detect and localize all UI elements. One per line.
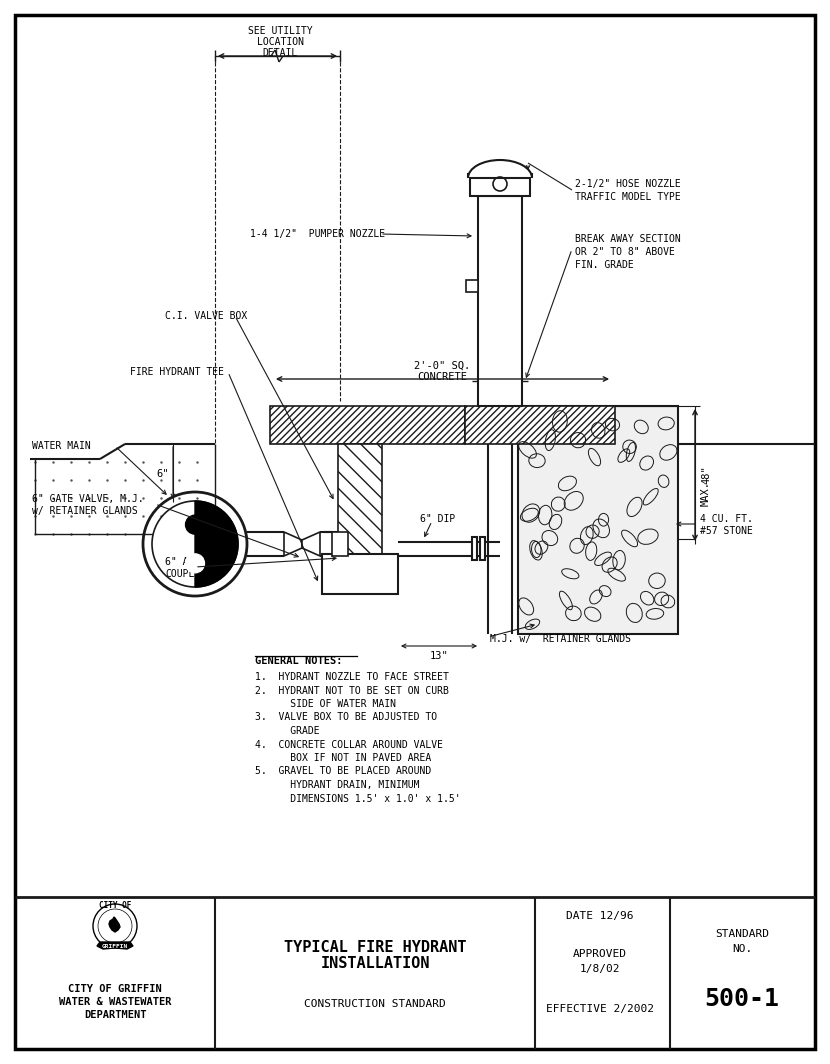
Bar [518,406,678,634]
Text: 3.  VALVE BOX TO BE ADJUSTED TO: 3. VALVE BOX TO BE ADJUSTED TO [255,713,437,722]
Text: 2'-0" SQ.: 2'-0" SQ. [414,361,470,371]
Text: STANDARD: STANDARD [715,929,769,940]
Text: 2.  HYDRANT NOT TO BE SET ON CURB: 2. HYDRANT NOT TO BE SET ON CURB [255,685,449,696]
Text: CONCRETE: CONCRETE [417,372,467,382]
Text: 6" DIP: 6" DIP [420,514,455,523]
Text: BREAK AWAY SECTION: BREAK AWAY SECTION [575,234,681,244]
Text: 6" ANCHOR: 6" ANCHOR [165,556,218,567]
Text: SIDE OF WATER MAIN: SIDE OF WATER MAIN [255,699,396,709]
Text: M.J. w/  RETAINER GLANDS: M.J. w/ RETAINER GLANDS [490,634,631,644]
Text: FIRE HYDRANT TEE: FIRE HYDRANT TEE [130,367,224,377]
Text: SEE UTILITY: SEE UTILITY [247,26,312,36]
Text: MAX.: MAX. [701,481,711,505]
Bar [466,280,478,292]
Bar [465,406,615,444]
Wedge shape [195,501,238,587]
Bar [480,537,485,560]
Circle shape [152,501,238,587]
Text: TYPICAL FIRE HYDRANT: TYPICAL FIRE HYDRANT [284,940,466,954]
Text: 1.  HYDRANT NOZZLE TO FACE STREET: 1. HYDRANT NOZZLE TO FACE STREET [255,672,449,682]
Polygon shape [338,559,382,594]
Text: NO.: NO. [732,944,752,954]
Polygon shape [302,532,320,556]
Text: 6": 6" [157,469,169,479]
Text: 1-4 1/2"  PUMPER NOZZLE: 1-4 1/2" PUMPER NOZZLE [250,229,385,239]
Text: 5.  GRAVEL TO BE PLACED AROUND: 5. GRAVEL TO BE PLACED AROUND [255,766,432,777]
Polygon shape [97,942,133,949]
Text: #57 STONE: #57 STONE [700,526,753,536]
Text: 2-1/2" HOSE NOZZLE: 2-1/2" HOSE NOZZLE [575,179,681,189]
Text: WATER MAIN: WATER MAIN [32,440,90,451]
Polygon shape [109,917,120,932]
Text: CITY OF: CITY OF [99,901,131,911]
Text: 500-1: 500-1 [705,987,779,1011]
Text: LOCATION: LOCATION [256,37,304,47]
Text: COUPLING: COUPLING [165,569,212,579]
Text: CITY OF GRIFFIN: CITY OF GRIFFIN [68,984,162,994]
Bar [478,196,522,406]
Bar [270,406,465,444]
Text: GRIFFIN: GRIFFIN [102,944,128,948]
Text: WATER & WASTEWATER: WATER & WASTEWATER [59,997,171,1007]
Text: CONSTRUCTION STANDARD: CONSTRUCTION STANDARD [304,999,446,1009]
Circle shape [186,554,204,572]
Text: TRAFFIC MODEL TYPE: TRAFFIC MODEL TYPE [575,192,681,202]
Text: BOX IF NOT IN PAVED AREA: BOX IF NOT IN PAVED AREA [255,753,432,763]
Polygon shape [284,532,302,556]
Text: 6" GATE VALVE, M.J.: 6" GATE VALVE, M.J. [32,494,144,504]
Text: DATE 12/96: DATE 12/96 [566,911,634,921]
Text: 4.  CONCRETE COLLAR AROUND VALVE: 4. CONCRETE COLLAR AROUND VALVE [255,739,443,749]
Bar [332,532,348,556]
Text: 13": 13" [430,651,448,661]
Text: FIN. GRADE: FIN. GRADE [575,260,634,270]
Bar [472,537,477,560]
Text: DEPARTMENT: DEPARTMENT [84,1010,146,1020]
Text: DETAIL: DETAIL [262,48,298,59]
Text: EFFECTIVE 2/2002: EFFECTIVE 2/2002 [546,1004,654,1014]
Text: APPROVED: APPROVED [573,949,627,959]
Bar [322,554,398,594]
Text: INSTALLATION: INSTALLATION [320,957,430,971]
Circle shape [186,515,204,534]
Text: DIMENSIONS 1.5' x 1.0' x 1.5': DIMENSIONS 1.5' x 1.0' x 1.5' [255,794,461,803]
Bar [470,178,530,196]
Text: OR 2" TO 8" ABOVE: OR 2" TO 8" ABOVE [575,247,675,257]
Text: 1/8/02: 1/8/02 [579,964,620,974]
Text: HYDRANT DRAIN, MINIMUM: HYDRANT DRAIN, MINIMUM [255,780,419,789]
Text: GENERAL NOTES:: GENERAL NOTES: [255,656,343,666]
Text: C.I. VALVE BOX: C.I. VALVE BOX [165,311,247,321]
Text: 48": 48" [701,466,711,484]
Bar [338,444,382,559]
Text: w/ RETAINER GLANDS: w/ RETAINER GLANDS [32,506,138,516]
Text: GRADE: GRADE [255,726,320,736]
Text: 4 CU. FT.: 4 CU. FT. [700,514,753,523]
